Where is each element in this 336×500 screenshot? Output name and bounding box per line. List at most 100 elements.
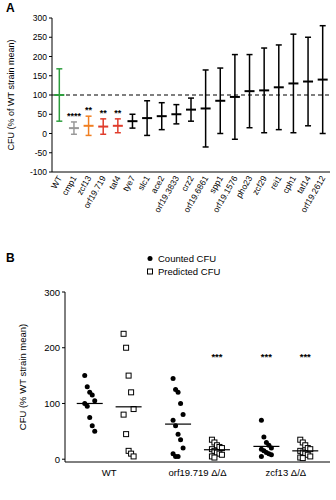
mean-mark	[318, 79, 328, 81]
point	[124, 432, 129, 437]
x-tick-label: orf19.2612	[298, 174, 327, 214]
point	[259, 418, 264, 423]
y-tick	[49, 114, 52, 115]
error-cap	[305, 37, 311, 39]
point	[308, 454, 313, 459]
mean-mark	[274, 86, 284, 88]
point	[92, 429, 97, 434]
mean-mark	[171, 113, 181, 115]
y-tick-label: 0	[42, 129, 47, 139]
significance: **	[114, 108, 122, 118]
plot-marks	[52, 26, 330, 147]
significance: ***	[261, 351, 272, 362]
mean-mark	[303, 81, 313, 83]
significance: ***	[211, 351, 222, 362]
y-tick	[49, 37, 52, 38]
error-cap	[247, 127, 253, 129]
point	[176, 390, 181, 395]
y-tick-label: 100	[44, 398, 60, 409]
significance: ***	[300, 351, 311, 362]
point	[171, 376, 176, 381]
mean-line	[77, 403, 103, 404]
legend-label: Predicted CFU	[158, 266, 220, 277]
point	[176, 454, 181, 459]
point	[300, 456, 305, 461]
error-cap	[115, 132, 121, 134]
panel-label: B	[6, 251, 15, 265]
error-cap	[188, 97, 194, 99]
error-cap	[203, 146, 209, 148]
mean-line	[165, 423, 191, 424]
error-cap	[290, 33, 296, 35]
mean-mark	[84, 125, 94, 127]
panel-label: A	[6, 1, 15, 15]
y-tick-label: 150	[33, 71, 47, 81]
point	[121, 331, 126, 336]
mean-mark	[142, 117, 152, 119]
error-cap	[188, 120, 194, 122]
mean-mark	[230, 96, 240, 98]
y-tick	[49, 172, 52, 173]
mean-line	[204, 449, 230, 450]
mean-mark	[186, 109, 196, 111]
significance: **	[85, 105, 93, 115]
y-tick-label: 0	[55, 454, 60, 465]
x-tick-label: tye7	[121, 174, 138, 193]
x-tick-label: zcf29	[250, 174, 269, 197]
y-tick-label: 250	[33, 32, 47, 42]
point	[181, 446, 186, 451]
error-cap	[129, 114, 135, 116]
point	[121, 412, 126, 417]
mean-mark	[127, 120, 137, 122]
point	[124, 345, 129, 350]
point	[178, 401, 183, 406]
x-tick-label: zcf13 Δ/Δ	[265, 467, 306, 478]
point	[178, 437, 183, 442]
error-cap	[217, 133, 223, 135]
y-tick	[49, 75, 52, 76]
point	[212, 455, 217, 460]
y-tick-label: 300	[44, 287, 60, 298]
y-tick	[62, 459, 65, 460]
mean-mark	[215, 100, 225, 102]
error-cap	[247, 54, 253, 56]
error-cap	[71, 134, 77, 136]
mean-line	[253, 446, 279, 447]
error-cap	[100, 118, 106, 120]
y-tick-label: 300	[33, 13, 47, 23]
error-cap	[159, 102, 165, 104]
mean-line	[116, 406, 142, 407]
significance: **	[100, 108, 108, 118]
x-tick-label: WT	[102, 467, 117, 478]
y-tick	[49, 18, 52, 19]
mean-mark	[157, 115, 167, 117]
error-cap	[276, 44, 282, 46]
reference-line	[52, 94, 330, 95]
error-cap	[173, 104, 179, 106]
error-cap	[320, 133, 326, 135]
point	[181, 412, 186, 417]
point	[82, 373, 87, 378]
legend-marker	[148, 256, 153, 261]
error-cap	[56, 68, 62, 70]
mean-mark	[288, 82, 298, 84]
point	[219, 452, 224, 457]
point	[92, 398, 97, 403]
error-cap	[217, 67, 223, 69]
error-cap	[261, 47, 267, 49]
y-tick	[49, 152, 52, 153]
error-cap	[203, 69, 209, 71]
error-cap	[56, 120, 62, 122]
x-tick-label: pho23	[234, 174, 255, 200]
x-tick-label: orf19.6861	[181, 174, 210, 214]
error-cap	[86, 115, 92, 117]
plot-marks	[77, 331, 319, 460]
y-tick-label: 200	[44, 342, 60, 353]
y-tick	[62, 292, 65, 293]
error-cap	[261, 132, 267, 134]
figure: ACFU (% of WT strain mean)-100-500501001…	[0, 0, 336, 500]
point	[131, 454, 136, 459]
y-tick	[49, 56, 52, 57]
y-tick-label: 100	[33, 90, 47, 100]
point	[90, 393, 95, 398]
